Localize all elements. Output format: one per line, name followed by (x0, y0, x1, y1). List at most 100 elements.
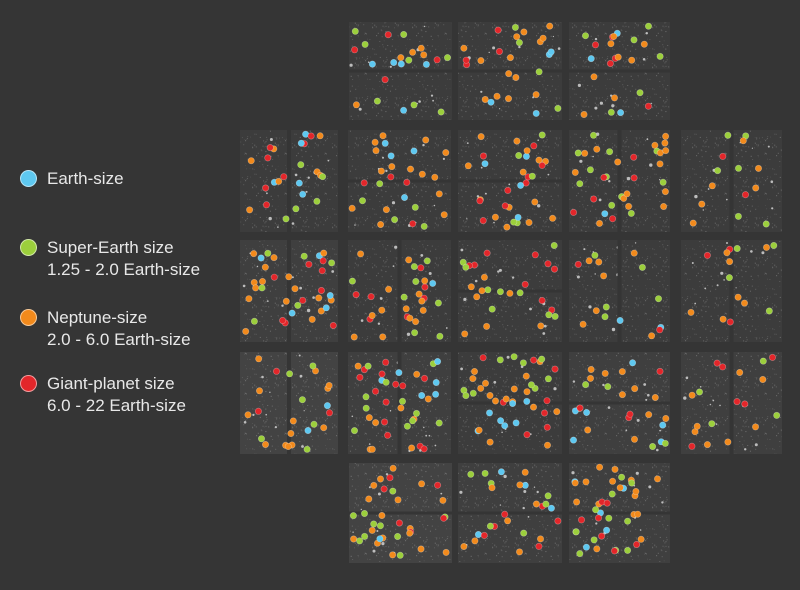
planet-candidate-dot (606, 148, 614, 156)
planet-candidate-dot (523, 147, 531, 155)
planet-candidate-dot (348, 277, 356, 285)
planet-candidate-dot (410, 263, 418, 271)
planet-candidate-dot (300, 252, 308, 260)
planet-candidate-dot (531, 198, 539, 206)
planet-candidate-dot (418, 297, 426, 305)
planet-candidate-dot (535, 68, 543, 76)
star (595, 132, 600, 136)
planet-candidate-dot (435, 419, 443, 427)
planet-candidate-dot (538, 355, 546, 363)
planet-candidate-dot (582, 478, 590, 486)
star (720, 271, 724, 275)
planet-candidate-dot (501, 510, 509, 518)
planet-candidate-dot (325, 381, 333, 389)
star (659, 429, 661, 432)
planet-candidate-dot (361, 532, 369, 540)
planet-candidate-dot (322, 304, 330, 312)
planet-candidate-dot (254, 407, 262, 415)
planet-candidate-dot (362, 404, 370, 412)
planet-candidate-dot (733, 245, 741, 253)
planet-candidate-dot (723, 249, 731, 257)
star (754, 443, 758, 447)
planet-candidate-dot (519, 168, 527, 176)
star (702, 209, 704, 211)
planet-candidate-dot (522, 152, 530, 160)
planet-candidate-dot (656, 326, 664, 334)
star (474, 279, 478, 283)
planet-candidate-dot (378, 370, 386, 378)
star (523, 490, 527, 493)
planet-candidate-dot (521, 280, 529, 288)
star (307, 176, 310, 179)
planet-candidate-dot (481, 160, 489, 168)
planet-candidate-dot (703, 251, 711, 259)
planet-candidate-dot (504, 517, 512, 525)
planet-candidate-dot (688, 442, 696, 450)
star (376, 530, 379, 532)
planet-candidate-dot (409, 417, 417, 425)
ccd-gap (397, 352, 402, 454)
star (266, 300, 269, 302)
star (420, 254, 424, 257)
planet-candidate-dot (439, 496, 447, 504)
planet-candidate-dot (522, 372, 530, 380)
planet-candidate-dot (266, 144, 274, 152)
planet-candidate-dot (275, 177, 283, 185)
planet-candidate-dot (270, 273, 278, 281)
planet-candidate-dot (547, 48, 555, 56)
planet-candidate-dot (486, 438, 494, 446)
planet-candidate-dot (349, 512, 357, 520)
planet-candidate-dot (328, 259, 336, 267)
planet-candidate-dot (392, 380, 400, 388)
ccd-module (681, 352, 782, 454)
ccd-module (240, 240, 338, 342)
planet-candidate-dot (719, 315, 727, 323)
planet-candidate-dot (503, 223, 511, 231)
star (643, 383, 647, 386)
star (394, 245, 398, 249)
planet-candidate-dot (390, 58, 398, 66)
planet-candidate-dot (380, 418, 388, 426)
planet-candidate-dot (368, 311, 376, 319)
planet-candidate-dot (591, 41, 599, 49)
star (579, 159, 583, 163)
planet-candidate-dot (409, 48, 417, 56)
star (770, 180, 774, 183)
star (352, 531, 354, 533)
planet-candidate-dot (511, 23, 519, 31)
star (552, 35, 555, 38)
planet-candidate-dot (433, 56, 441, 64)
planet-candidate-dot (376, 522, 384, 530)
planet-candidate-dot (571, 168, 579, 176)
giant-planet-dot-icon (20, 375, 37, 392)
ccd-gap (617, 240, 622, 342)
planet-candidate-dot (400, 293, 408, 301)
planet-candidate-dot (320, 424, 328, 432)
star (243, 421, 247, 424)
planet-candidate-dot (538, 161, 546, 169)
planet-candidate-dot (379, 132, 387, 140)
star (636, 418, 640, 422)
star (269, 138, 273, 141)
planet-candidate-dot (661, 188, 669, 196)
star (537, 204, 541, 208)
star (382, 156, 384, 159)
star (716, 284, 719, 287)
legend-label: Earth-size (47, 168, 124, 190)
star (418, 100, 421, 103)
planet-candidate-dot (297, 161, 305, 169)
planet-candidate-dot (659, 421, 667, 429)
star (269, 391, 271, 393)
planet-candidate-dot (467, 470, 475, 478)
star (433, 204, 436, 207)
planet-candidate-dot (397, 54, 405, 62)
planet-candidate-dot (719, 363, 727, 371)
planet-candidate-dot (382, 206, 390, 214)
planet-candidate-dot (464, 162, 472, 170)
planet-candidate-dot (497, 468, 505, 476)
ccd-gap (349, 69, 452, 73)
star (466, 142, 469, 145)
star (529, 307, 532, 311)
ccd-module (681, 240, 782, 342)
planet-candidate-dot (252, 284, 260, 292)
